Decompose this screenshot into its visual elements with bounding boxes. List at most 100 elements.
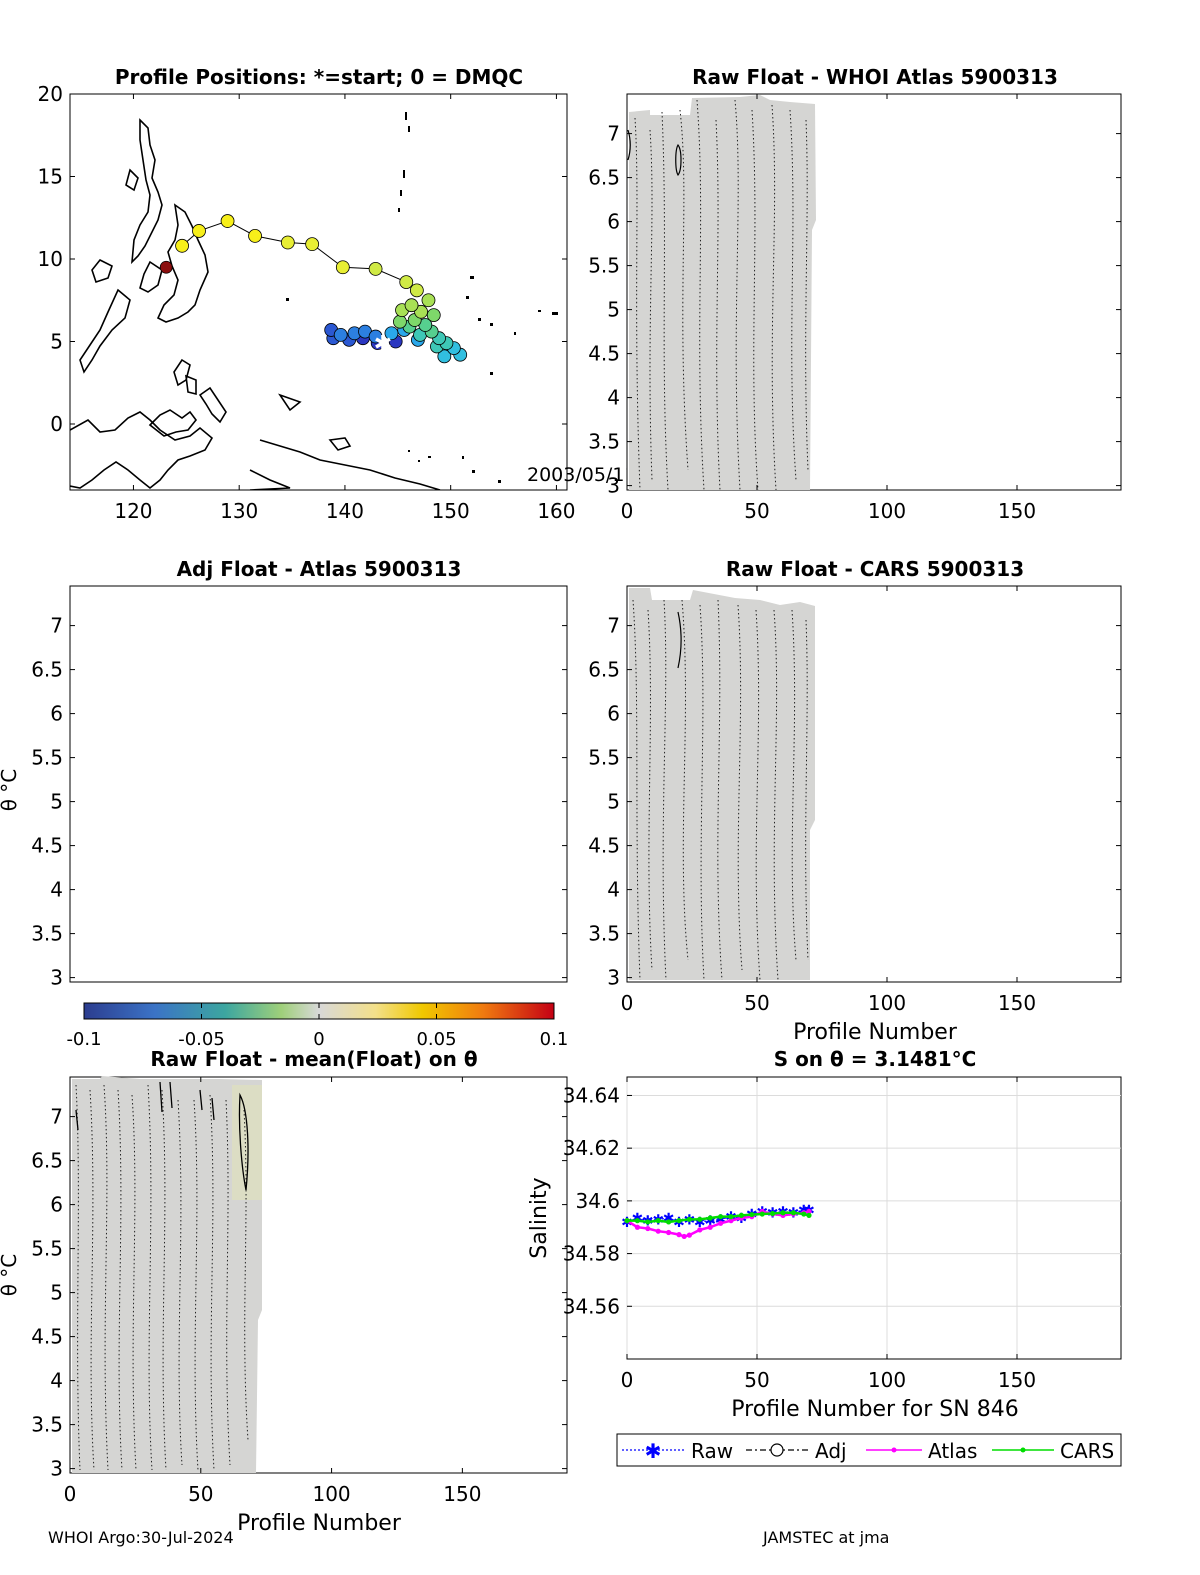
raw-mean-xlabel: Profile Number [237, 1511, 402, 1536]
raw-mean-x-ticks: 0 50 100 150 [64, 1077, 481, 1506]
track-point [305, 237, 320, 252]
x-tick-label: 150 [432, 499, 470, 523]
cars-point [655, 1218, 661, 1224]
colorbar-tick-label: -0.05 [178, 1029, 225, 1050]
track-point [437, 349, 452, 364]
atlas-point [655, 1228, 661, 1234]
x-tick-label: 150 [443, 1482, 481, 1506]
x-tick-label: 140 [326, 499, 364, 523]
raw-atlas-solid-contour [675, 143, 682, 177]
raw-mean-y-ticks: 3 3.5 4 4.5 5 5.5 6 6.5 7 [31, 1105, 567, 1481]
y-tick-label: 3 [607, 474, 620, 498]
raw-cars-panel: Raw Float - CARS 5900313 0 50 100 150 3 3.5 4… [588, 557, 1122, 1045]
colorbar-tick-label: 0 [313, 1029, 324, 1050]
x-tick-label: 100 [868, 991, 906, 1015]
y-tick-label: 34.62 [563, 1136, 620, 1160]
atlas-point [634, 1224, 641, 1230]
track-point [175, 238, 189, 253]
x-tick-label: 0 [621, 499, 634, 523]
x-tick-label: 0 [621, 991, 634, 1015]
start-marker: ✱ [374, 332, 392, 357]
cars-point [801, 1211, 807, 1217]
track-point [368, 329, 383, 344]
track-point [248, 228, 262, 243]
atlas-point [728, 1218, 734, 1224]
track-point [426, 308, 441, 323]
atlas-point [707, 1224, 713, 1230]
track-point [393, 314, 407, 329]
salinity-series: ✱✱✱✱✱✱✱✱✱✱✱✱✱✱✱✱✱✱✱ [621, 1203, 815, 1240]
legend-atlas-marker [891, 1447, 897, 1453]
x-tick-label: 0 [621, 1368, 634, 1392]
salinity-legend: ✱ Raw Adj Atlas CARS [616, 1433, 1122, 1467]
salinity-ylabel: Salinity [527, 1177, 552, 1258]
atlas-point [697, 1227, 703, 1233]
cars-point [707, 1215, 713, 1221]
raw-cars-y-ticks: 3 3.5 4 4.5 5 5.5 6 6.5 7 [588, 614, 1121, 990]
cars-point [634, 1218, 641, 1224]
cars-point [780, 1210, 786, 1216]
colorbar-tick-label: 0.05 [416, 1029, 456, 1050]
y-tick-label: 34.58 [563, 1242, 620, 1266]
y-tick-label: 4.5 [588, 342, 620, 366]
colorbar-ticks: -0.1 -0.05 0 0.05 0.1 [66, 1003, 568, 1050]
track-point [280, 235, 295, 250]
x-tick-label: 160 [537, 499, 575, 523]
y-tick-label: 5.5 [31, 1237, 63, 1261]
legend-adj-label: Adj [815, 1439, 847, 1463]
y-tick-label: 4 [50, 1369, 63, 1393]
y-tick-label: 5 [607, 298, 620, 322]
y-tick-label: 5 [607, 790, 620, 814]
raw-cars-x-ticks: 0 50 100 150 [621, 586, 1036, 1015]
coastline [70, 118, 441, 490]
dmqc-point [159, 260, 173, 274]
track-point [368, 261, 383, 276]
raw-cars-solid-contour [677, 611, 682, 669]
x-tick-label: 150 [998, 499, 1036, 523]
y-tick-label: 20 [38, 82, 63, 106]
raw-point: ✱ [704, 1214, 716, 1230]
map-title: Profile Positions: *=start; 0 = DMQC [115, 65, 523, 89]
x-tick-label: 100 [312, 1482, 350, 1506]
raw-mean-contours [75, 1084, 249, 1471]
cars-point [770, 1210, 776, 1217]
track-point [220, 214, 235, 228]
y-tick-label: 5.5 [31, 746, 63, 770]
cars-point [666, 1219, 672, 1225]
y-tick-label: 7 [607, 614, 620, 638]
raw-point: ✱ [715, 1212, 727, 1228]
legend-raw-marker: ✱ [645, 1439, 662, 1463]
y-tick-label: 6.5 [31, 658, 63, 682]
raw-atlas-x-ticks: 0 50 100 150 [621, 94, 1036, 523]
raw-atlas-field [629, 95, 816, 490]
y-tick-label: 10 [38, 247, 63, 271]
track-point [414, 304, 428, 319]
y-tick-label: 3.5 [31, 1413, 63, 1437]
atlas-point [718, 1220, 724, 1226]
raw-cars-xlabel: Profile Number [793, 1020, 958, 1045]
raw-cars-field [629, 588, 815, 980]
y-tick-label: 6 [50, 702, 63, 726]
y-tick-label: 3 [50, 1457, 63, 1481]
y-tick-label: 5.5 [588, 746, 620, 770]
legend-cars-label: CARS [1060, 1439, 1114, 1463]
track-point [335, 260, 350, 275]
x-tick-label: 130 [220, 499, 258, 523]
map-panel: Profile Positions: *=start; 0 = DMQC [38, 65, 637, 523]
y-tick-label: 6 [607, 210, 620, 234]
y-tick-label: 6 [607, 702, 620, 726]
cars-point [697, 1216, 703, 1222]
y-tick-label: 5 [50, 330, 63, 354]
cars-point [645, 1219, 651, 1225]
y-tick-label: 4.5 [31, 1325, 63, 1349]
track-point [404, 298, 419, 313]
footer-left: WHOI Argo:30-Jul-2024 [48, 1528, 234, 1547]
map-axes [69, 93, 568, 491]
legend-atlas-label: Atlas [928, 1439, 977, 1463]
raw-atlas-panel: Raw Float - WHOI Atlas 5900313 0 50 100 150… [588, 65, 1122, 523]
colorbar-tick-label: -0.1 [66, 1029, 101, 1050]
x-tick-label: 150 [998, 1368, 1036, 1392]
y-tick-label: 3 [50, 966, 63, 990]
cars-point [790, 1210, 797, 1216]
